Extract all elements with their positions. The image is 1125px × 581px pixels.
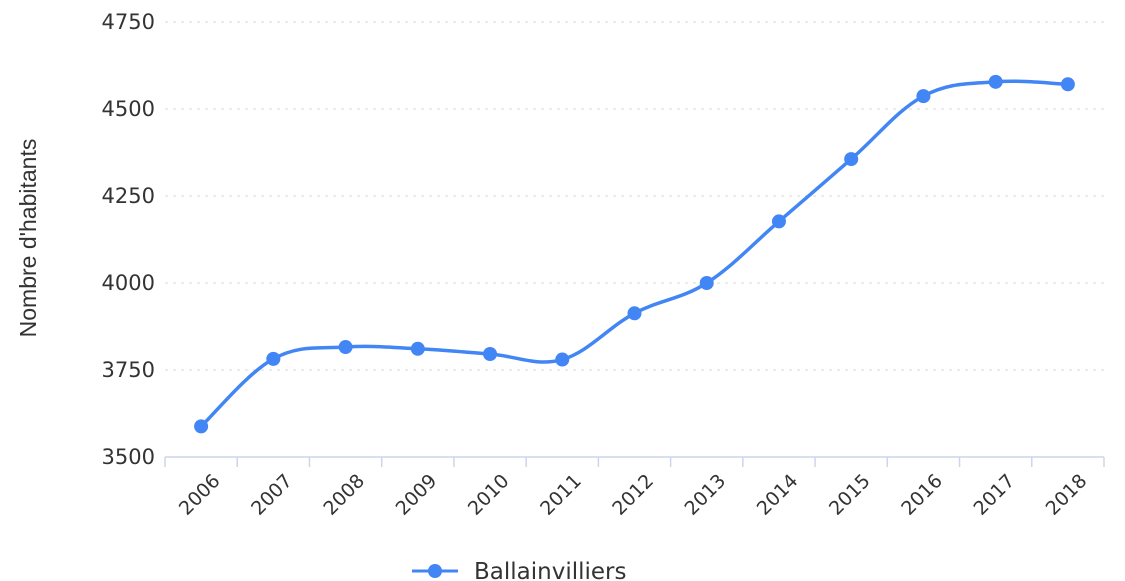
x-tick-label: 2006 — [175, 470, 225, 520]
data-point-2016[interactable] — [916, 89, 931, 104]
data-point-2017[interactable] — [988, 74, 1003, 89]
data-points — [194, 74, 1075, 434]
y-tick-label: 4000 — [102, 271, 155, 295]
data-point-2014[interactable] — [771, 214, 786, 229]
x-tick-label: 2016 — [897, 470, 947, 520]
legend-marker-icon — [428, 564, 442, 578]
y-axis-title: Nombre d'habitants — [15, 139, 41, 338]
data-point-2008[interactable] — [338, 340, 353, 355]
x-tick-label: 2014 — [753, 470, 803, 520]
data-point-2011[interactable] — [555, 352, 570, 367]
x-tick-label: 2009 — [392, 470, 442, 520]
x-axis-ticks: 2006 2007 2008 2009 2010 2011 2012 2013 2014 2015… — [164, 457, 1105, 520]
legend[interactable]: Ballainvilliers — [412, 559, 626, 581]
y-tick-label: 4500 — [102, 97, 155, 121]
x-tick-label: 2013 — [681, 470, 731, 520]
y-tick-label: 3500 — [102, 445, 155, 469]
data-point-2009[interactable] — [410, 341, 425, 356]
y-tick-label: 4750 — [102, 10, 155, 34]
data-point-2007[interactable] — [266, 351, 281, 366]
series-line-ballainvilliers — [199, 79, 1070, 429]
legend-item-ballainvilliers[interactable]: Ballainvilliers — [474, 559, 626, 581]
x-tick-label: 2017 — [969, 470, 1019, 520]
x-tick-label: 2012 — [608, 470, 658, 520]
y-axis-ticks: 3500 3750 4000 4250 4500 4750 — [102, 10, 155, 469]
x-tick-label: 2015 — [825, 470, 875, 520]
y-tick-label: 3750 — [102, 358, 155, 382]
x-tick-label: 2018 — [1042, 470, 1092, 520]
data-point-2006[interactable] — [194, 419, 209, 434]
x-tick-label: 2010 — [464, 470, 514, 520]
data-point-2010[interactable] — [483, 346, 498, 361]
data-point-2013[interactable] — [699, 276, 714, 290]
data-point-2015[interactable] — [844, 152, 859, 167]
x-tick-label: 2011 — [536, 470, 586, 520]
x-tick-label: 2007 — [247, 470, 297, 520]
data-point-2018[interactable] — [1060, 77, 1075, 92]
y-tick-label: 4250 — [102, 184, 155, 208]
data-point-2012[interactable] — [627, 306, 642, 321]
x-tick-label: 2008 — [319, 470, 369, 520]
